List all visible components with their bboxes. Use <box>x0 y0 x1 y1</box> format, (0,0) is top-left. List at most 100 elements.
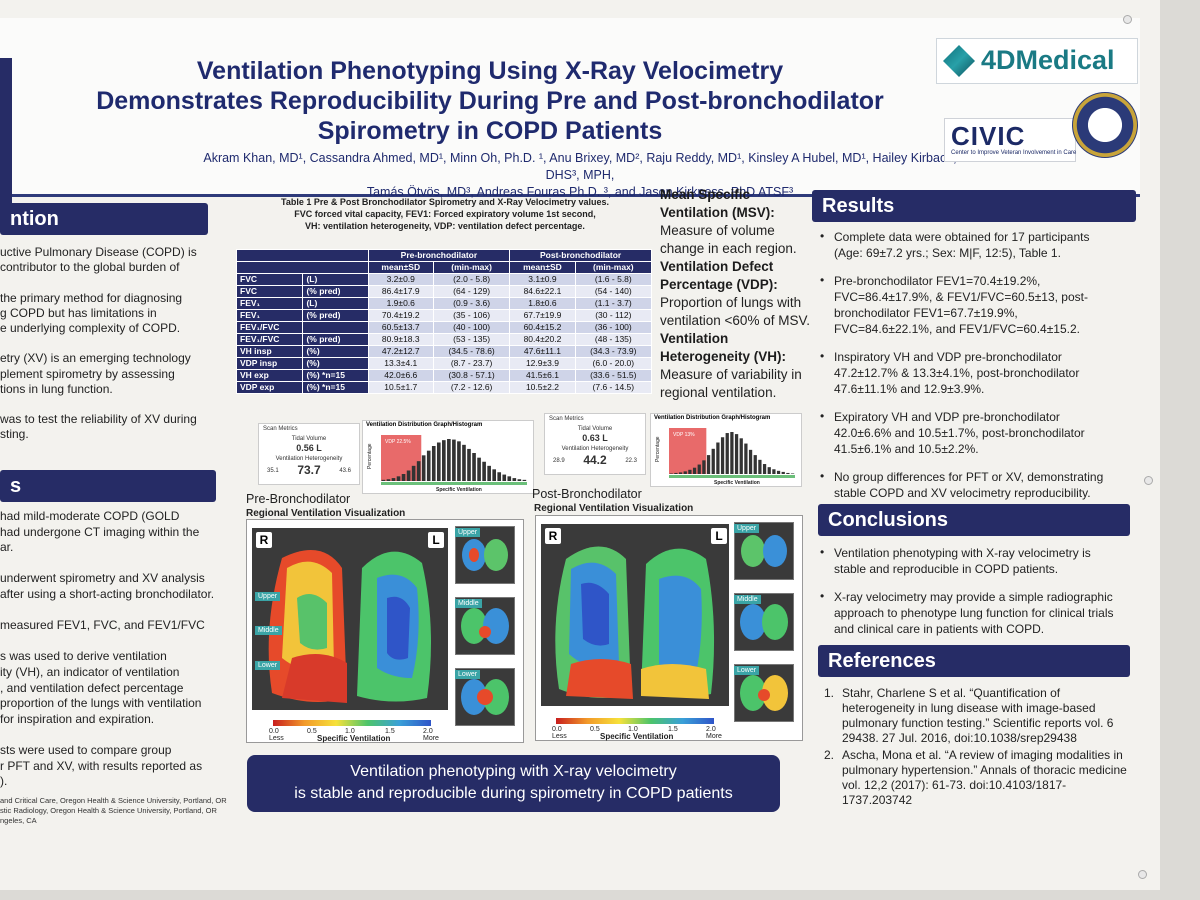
title-line: Demonstrates Reproducibility During Pre … <box>96 87 884 115</box>
vh-right-value: 43.6 <box>339 468 351 474</box>
results-line: Pre-bronchodilator FEV1=70.4±19.2%, <box>834 274 1041 288</box>
definition-desc: Measure of volume change in each region. <box>660 223 797 256</box>
table-cell: (34.5 - 78.6) <box>432 345 511 358</box>
colorbar-less: Less <box>552 733 567 740</box>
definition-term: Ventilation Heterogeneity (VH): <box>660 331 787 364</box>
methods-line: sts were used to compare group <box>0 743 172 757</box>
table-row: VH insp (%) 47.2±12.7 (34.5 - 78.6) 47.6±11.… <box>235 345 653 358</box>
histogram-xlabel: Specific Ventilation <box>714 480 760 486</box>
results-line: Complete data were obtained for 17 parti… <box>834 230 1090 244</box>
histogram-bar <box>477 457 481 481</box>
key-message-line: is stable and reproducible during spirom… <box>294 785 733 802</box>
table-sub-header: (min-max) <box>574 261 653 274</box>
histogram-bar <box>711 448 715 474</box>
table-row-unit: (% pred) <box>302 333 369 346</box>
results-line: 47.2±12.7% & 13.3±4.1%, post-bronchodila… <box>834 366 1080 380</box>
table-group-header: Post-bronchodilator <box>509 249 652 262</box>
definitions: Mean Specific Ventilation (MSV): Measure … <box>660 186 810 402</box>
pre-axial-lower-image <box>455 668 515 726</box>
bullet-icon: • <box>820 229 825 243</box>
axial-middle-tag: Middle <box>734 595 761 604</box>
histogram-bar <box>720 437 725 474</box>
post-scan-panel: R L Upper Middle Lower 0.0 0.5 1.0 1.5 2… <box>535 515 803 741</box>
methods-line: underwent spirometry and XV analysis <box>0 571 205 586</box>
reference-line: 29438. 27 Jul. 2016, doi:10.1038/srep294… <box>842 731 1077 745</box>
region-lower-tag: Lower <box>255 661 281 670</box>
push-pin-icon <box>1123 15 1132 24</box>
table-cell: 67.7±19.9 <box>509 309 576 322</box>
results-line: Expiratory VH and VDP pre-bronchodilator <box>834 410 1060 424</box>
post-colorbar <box>556 718 714 724</box>
civic-logo-text: CIVIC <box>951 121 1026 151</box>
table-row: VDP exp (%) *n=15 10.5±1.7 (7.2 - 12.6) 10.5… <box>235 381 653 394</box>
histogram-bar <box>396 476 401 481</box>
axial-upper-tag: Upper <box>734 524 760 533</box>
table-row-unit <box>302 321 369 334</box>
histogram-bar <box>411 465 416 481</box>
table-row-unit: (L) <box>302 273 369 286</box>
histogram-bar <box>753 455 757 474</box>
pre-colorbar <box>273 720 431 726</box>
table-row: VH exp (%) *n=15 42.0±6.6 (30.8 - 57.1) 41.5… <box>235 369 653 382</box>
table-row-label: VDP exp <box>235 381 304 394</box>
table-cell: 13.3±4.1 <box>367 357 434 370</box>
axial-upper-tag: Upper <box>455 528 481 537</box>
table-row: VDP insp (%) 13.3±4.1 (8.7 - 23.7) 12.9±3.9(… <box>235 357 653 370</box>
pre-scan-metrics: Scan Metrics Tidal Volume 0.56 L Ventila… <box>258 423 360 485</box>
colorbar-less: Less <box>269 735 284 742</box>
table-row: FEV₁/FVC (% pred) 80.9±18.3 (53 - 135) 80.4±… <box>235 333 653 346</box>
pre-axial-middle-image <box>455 597 515 655</box>
histogram-bar <box>674 472 678 474</box>
vh-right-value: 22.3 <box>625 458 637 464</box>
table-row-unit: (L) <box>302 297 369 310</box>
pre-coronal-lung-image <box>252 528 448 710</box>
bullet-icon: • <box>820 469 825 483</box>
histogram-bar <box>725 433 729 474</box>
table-sub-header: mean±SD <box>367 261 434 274</box>
table-corner <box>236 249 369 262</box>
methods-line: ity (VH), an indicator of ventilation <box>0 665 180 679</box>
histogram-bar <box>436 442 441 481</box>
colorbar-tick: 1.5 <box>668 726 678 733</box>
histogram-bar <box>497 472 502 481</box>
methods-line: ). <box>0 774 8 789</box>
table-row-label: FEV₁/FVC <box>235 333 304 346</box>
histogram-bar <box>517 479 522 481</box>
histogram-bar <box>381 479 386 481</box>
colorbar-more: More <box>423 735 439 742</box>
4dmedical-mark-icon <box>943 45 975 77</box>
histogram-bar <box>790 473 795 474</box>
histogram-axis-gradient <box>381 482 527 485</box>
vh-main-value: 44.2 <box>583 453 607 467</box>
table-row-unit: (%) <box>302 357 369 370</box>
colorbar-tick: 1.0 <box>345 728 355 735</box>
table-row-label: VDP insp <box>235 357 304 370</box>
colorbar-tick: 1.0 <box>628 726 638 733</box>
histogram-bar <box>447 439 451 481</box>
table-cell: 1.9±0.6 <box>367 297 434 310</box>
histogram-bar <box>472 453 476 481</box>
authors: Akram Khan, MD¹, Cassandra Ahmed, MD¹, M… <box>200 150 960 201</box>
histogram-ylabel: Percentage <box>367 443 373 469</box>
table-row-label: VH insp <box>235 345 304 358</box>
methods-line: r PFT and XV, with results reported as <box>0 758 203 773</box>
table-cell: (33.6 - 51.5) <box>574 369 653 382</box>
scan-metrics-title: Scan Metrics <box>263 426 298 432</box>
histogram-xlabel: Specific Ventilation <box>436 487 482 493</box>
table-sub-header: (min-max) <box>432 261 511 274</box>
table-cell: (1.6 - 5.8) <box>574 273 653 286</box>
vh-label: Ventilation Heterogeneity <box>275 456 343 462</box>
pre-phase-label: Pre-Bronchodilator <box>246 492 351 506</box>
post-axial-lower-image <box>734 664 794 722</box>
colorbar-tick: 0.0 <box>552 726 562 733</box>
axial-lower-tag: Lower <box>734 666 760 675</box>
banner-accent <box>0 58 12 208</box>
table-row: FEV₁ (% pred) 70.4±19.2 (35 - 106) 67.7±19.9… <box>235 309 653 322</box>
results-line: FVC=84.6±22.1%, and FEV1/FVC=60.4±15.2. <box>834 322 1080 336</box>
histogram-bar <box>730 432 734 474</box>
results-line: No group differences for PFT or XV, demo… <box>834 470 1104 484</box>
histogram-bar <box>406 470 411 481</box>
histogram-bar <box>507 476 512 481</box>
results-line: 42.0±6.6% and 10.5±1.7%, post-bronchodil… <box>834 426 1085 440</box>
table-row-label: FVC <box>235 285 304 298</box>
